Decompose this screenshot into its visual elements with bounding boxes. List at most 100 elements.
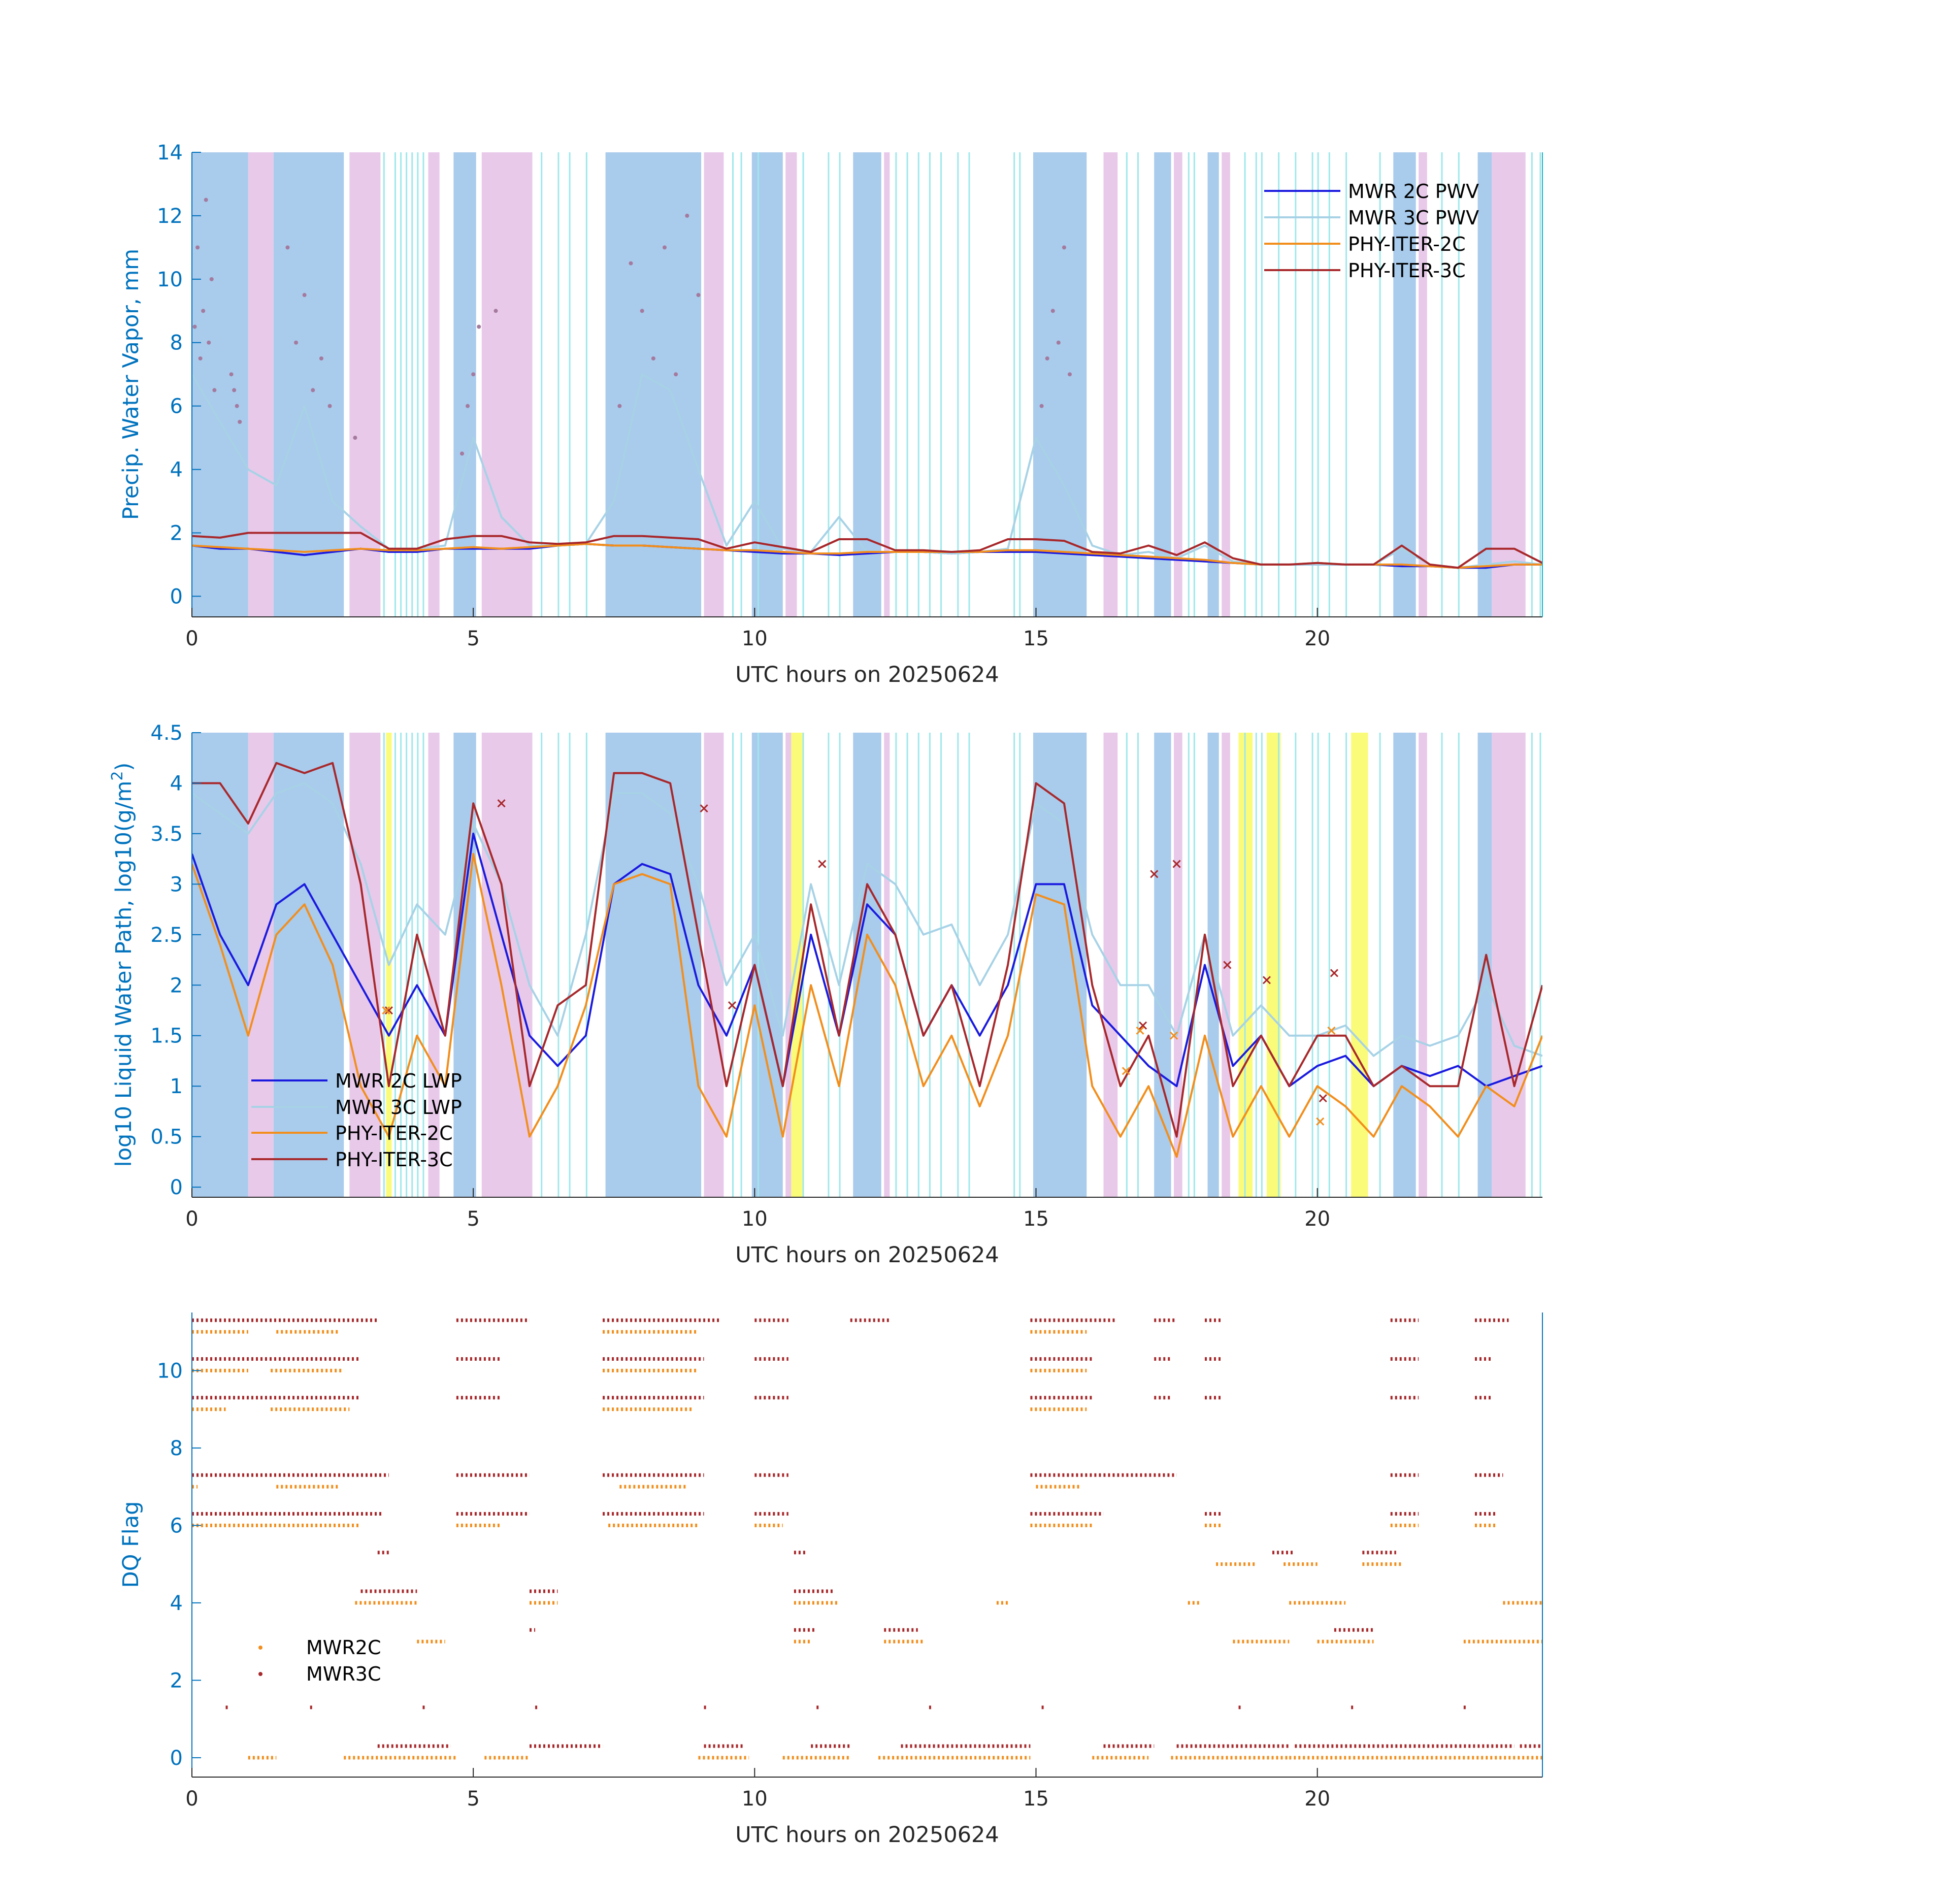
flag-line [757, 152, 759, 617]
pwv-outlier-dot [685, 213, 689, 218]
flag-line [1539, 152, 1541, 617]
flag-band [785, 152, 797, 617]
flag-line [828, 733, 830, 1197]
flag-band [428, 152, 440, 617]
series-line [192, 762, 1542, 1138]
pwv-outlier-dot [235, 404, 239, 408]
lwp-cross-marker [1330, 969, 1338, 977]
flag-line [422, 733, 424, 1197]
pwv-outlier-dot [640, 309, 644, 313]
pwv-outlier-dot [617, 404, 622, 408]
x-tick-label: 10 [742, 627, 768, 650]
x-tick-label: 15 [1023, 1207, 1049, 1231]
lwp-cross-marker [497, 799, 506, 808]
flag-line [394, 152, 396, 617]
pwv-outlier-dot [204, 198, 208, 202]
lwp-cross-marker [382, 1006, 390, 1015]
x-tick-label: 20 [1304, 1787, 1330, 1811]
lwp-cross-marker [700, 804, 708, 813]
flag-line [957, 152, 959, 617]
flag-band [349, 733, 381, 1197]
dq-legend: MWR2C MWR3C [258, 1636, 381, 1685]
lwp-cross-marker [1150, 870, 1159, 878]
flag-line [1441, 152, 1443, 617]
y-tick-label: 0 [170, 585, 183, 608]
pwv-legend-label-mwr3c: MWR 3C PWV [1348, 207, 1479, 229]
flag-band [1174, 152, 1182, 617]
pwv-outlier-dot [319, 356, 323, 360]
pwv-panel: 0 5 10 15 20 0 2 4 6 8 10 12 14 UTC hours on 2025062… [118, 141, 1543, 687]
y-tick-label: 2 [170, 974, 183, 997]
flag-line [383, 733, 385, 1197]
pwv-outlier-dot [198, 356, 203, 360]
y-tick-label: 1.5 [150, 1025, 183, 1048]
y-tick-label: 4.5 [150, 721, 183, 745]
flag-line [1295, 733, 1297, 1197]
y-tick-label: 8 [170, 332, 183, 355]
flag-line [917, 152, 919, 617]
flag-line [929, 152, 931, 617]
flag-line [1188, 733, 1190, 1197]
lwp-cross-marker [1223, 961, 1232, 969]
rain-band [853, 733, 881, 1197]
flag-line [940, 152, 942, 617]
y-tick-label: 10 [157, 268, 183, 291]
pwv-y-axis-label: Precip. Water Vapor, mm [118, 249, 144, 520]
rain-band [1154, 152, 1171, 617]
flag-line [1193, 152, 1195, 617]
dq-y-axis-label: DQ Flag [118, 1501, 144, 1588]
x-tick-label: 5 [467, 1787, 479, 1811]
lwp-legend: MWR 2C LWP MWR 3C LWP PHY-ITER-2C PHY-IT… [251, 1070, 462, 1171]
lwp-cross-marker [818, 860, 827, 868]
pwv-outlier-dot [195, 245, 200, 250]
y-tick-label: 10 [157, 1359, 183, 1383]
flag-line [828, 152, 830, 617]
x-tick-label: 0 [185, 627, 198, 650]
flag-line [1137, 733, 1139, 1197]
flag-line [895, 152, 897, 617]
flag-line [383, 152, 385, 617]
flag-line [400, 733, 402, 1197]
flag-line [394, 733, 396, 1197]
flag-line [906, 152, 908, 617]
pwv-series [192, 198, 1542, 569]
y-tick-label: 2.5 [150, 924, 183, 947]
flag-line [740, 733, 742, 1197]
flag-line [1255, 152, 1257, 617]
pwv-outlier-dot [1039, 404, 1044, 408]
pwv-outlier-dot [201, 309, 206, 313]
pwv-outlier-dot [1045, 356, 1049, 360]
flag-line [1126, 152, 1128, 617]
y-tick-label: 14 [157, 141, 183, 165]
flag-line [740, 152, 742, 617]
flag-line [1317, 733, 1319, 1197]
pwv-outlier-dot [207, 340, 211, 345]
flag-line [802, 152, 804, 617]
lwp-ticks: 0 5 10 15 20 0 0.5 1 1.5 2 2.5 3 3.5 4 4.5 [150, 721, 1330, 1231]
flag-line [839, 152, 841, 617]
lwp-cross-marker [1136, 1026, 1144, 1035]
pwv-outlier-dot [1056, 340, 1061, 345]
flag-line [400, 152, 402, 617]
flag-line [1311, 152, 1313, 617]
lwp-legend-label-mwr2c: MWR 2C LWP [335, 1070, 462, 1092]
flag-line [585, 152, 587, 617]
rain-band [192, 152, 248, 617]
lwp-legend-label-phy3c: PHY-ITER-3C [335, 1148, 453, 1171]
lwp-legend-label-phy2c: PHY-ITER-2C [335, 1122, 453, 1144]
flag-band [884, 152, 890, 617]
y-tick-label: 12 [157, 205, 183, 228]
flag-line [1317, 152, 1319, 617]
x-tick-label: 10 [742, 1207, 768, 1231]
dq-legend-label-mwr2c: MWR2C [306, 1636, 381, 1659]
pwv-outlier-dot [192, 324, 197, 329]
flag-line [940, 733, 942, 1197]
flag-line [1261, 152, 1263, 617]
pwv-outlier-dot [471, 372, 476, 377]
yellow-band [1351, 733, 1368, 1197]
y-tick-label: 3 [170, 873, 183, 896]
rain-band [853, 152, 881, 617]
dq-ticks: 0 5 10 15 20 0 2 4 6 8 10 [157, 1359, 1330, 1811]
flag-band [1419, 152, 1427, 617]
flag-line [839, 733, 841, 1197]
